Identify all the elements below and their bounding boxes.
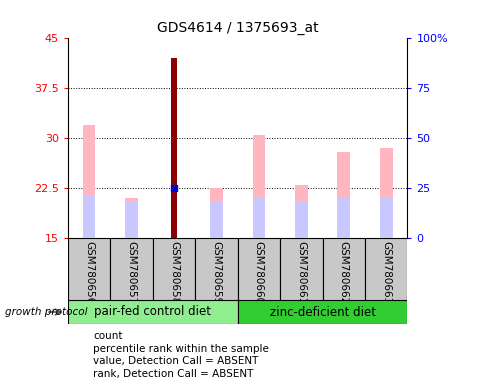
Bar [322, 238, 364, 300]
Bar [294, 202, 307, 238]
Bar [125, 198, 137, 238]
Text: GSM780663: GSM780663 [380, 241, 391, 305]
Bar [195, 238, 237, 300]
Bar [171, 58, 177, 238]
Bar [210, 188, 222, 238]
Bar [210, 202, 222, 238]
Bar [237, 238, 280, 300]
Bar [364, 238, 407, 300]
Bar [125, 202, 137, 238]
Bar [252, 198, 265, 238]
Bar [83, 195, 95, 238]
Bar [68, 300, 237, 324]
Bar [294, 185, 307, 238]
Title: GDS4614 / 1375693_at: GDS4614 / 1375693_at [156, 21, 318, 35]
Text: GSM780660: GSM780660 [253, 241, 263, 304]
Text: GSM780659: GSM780659 [211, 241, 221, 305]
Bar [252, 135, 265, 238]
Text: GSM780658: GSM780658 [168, 241, 179, 305]
Text: pair-fed control diet: pair-fed control diet [94, 306, 211, 318]
Bar [379, 198, 392, 238]
Text: GSM780662: GSM780662 [338, 241, 348, 305]
Text: count: count [93, 331, 122, 341]
Bar [280, 238, 322, 300]
Bar [337, 152, 349, 238]
Bar [83, 125, 95, 238]
Bar [68, 238, 110, 300]
Bar [110, 238, 152, 300]
Text: percentile rank within the sample: percentile rank within the sample [93, 344, 269, 354]
Bar [237, 300, 407, 324]
Text: GSM780657: GSM780657 [126, 241, 136, 305]
Text: GSM780661: GSM780661 [296, 241, 306, 305]
Text: rank, Detection Call = ABSENT: rank, Detection Call = ABSENT [93, 369, 253, 379]
Bar [337, 198, 349, 238]
Text: growth protocol: growth protocol [5, 307, 87, 317]
Bar [152, 238, 195, 300]
Text: value, Detection Call = ABSENT: value, Detection Call = ABSENT [93, 356, 258, 366]
Text: zinc-deficient diet: zinc-deficient diet [269, 306, 375, 318]
Text: GSM780656: GSM780656 [84, 241, 94, 305]
Bar [379, 148, 392, 238]
